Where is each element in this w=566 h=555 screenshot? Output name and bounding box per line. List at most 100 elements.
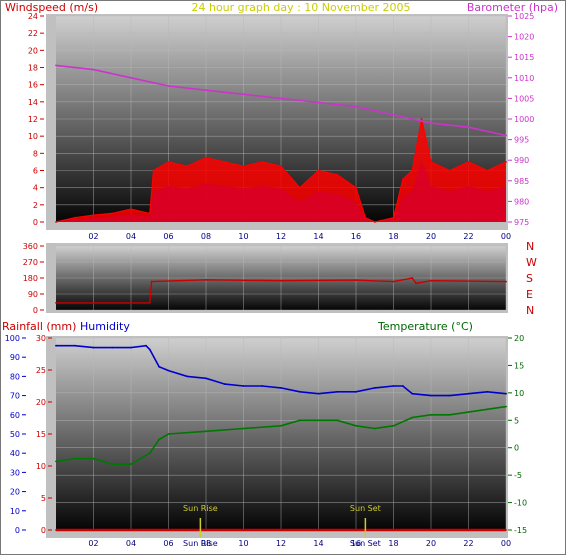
windspeed-series-point <box>148 212 151 215</box>
windspeed-tick-label: 0 <box>33 218 38 227</box>
humidity-series-point <box>158 365 161 368</box>
x-tick-label: 12 <box>276 539 286 548</box>
windspeed-series-point <box>298 186 301 189</box>
windspeed-series-point <box>111 212 114 215</box>
windspeed-series-point <box>467 161 470 163</box>
windspeed-series-point <box>430 161 432 163</box>
humidity-tick-label: 90 <box>10 353 20 362</box>
barometer-tick-label: 975 <box>514 218 529 227</box>
x-tick-label: 20 <box>426 232 436 241</box>
direction-tick-label: 90 <box>28 290 38 299</box>
rainfall-axis-label: Rainfall (mm) <box>2 320 76 333</box>
compass-label: W <box>526 256 537 269</box>
sun-set-label: Sun Set <box>350 504 381 513</box>
wind-direction-series-point <box>55 302 57 304</box>
x-tick-label: 10 <box>238 232 248 241</box>
direction-tick-label: 0 <box>33 306 38 315</box>
barometer-tick-label: 1010 <box>514 74 534 83</box>
rainfall-tick-label: 25 <box>36 366 46 375</box>
compass-label: S <box>526 272 533 285</box>
humidity-tick-label: 60 <box>10 411 20 420</box>
humidity-tick-label: 30 <box>10 468 20 477</box>
barometer-series-point <box>92 68 95 71</box>
humidity-series-point <box>111 346 114 349</box>
x-tick-label: 14 <box>313 232 323 241</box>
temperature-series-point <box>336 419 339 422</box>
windspeed-series-point <box>223 161 226 163</box>
humidity-series-point <box>336 390 339 393</box>
x-tick-label: 04 <box>126 539 136 548</box>
humidity-series-point <box>298 390 301 393</box>
barometer-series-point <box>130 76 132 79</box>
temperature-series-point <box>467 411 470 413</box>
humidity-series-point <box>505 392 507 395</box>
humidity-series-point <box>467 392 470 395</box>
barometer-tick-label: 1005 <box>514 94 534 103</box>
barometer-series-point <box>55 64 57 67</box>
barometer-series-point <box>205 89 207 92</box>
windspeed-series-point <box>242 165 245 168</box>
temperature-series-point <box>158 438 161 441</box>
humidity-series-point <box>167 369 170 372</box>
barometer-series-point <box>280 97 282 100</box>
windspeed-area <box>56 119 506 222</box>
rainfall-series-point <box>55 529 57 531</box>
windspeed-series-point <box>55 221 57 223</box>
temperature-series-point <box>92 457 95 460</box>
temperature-series-point <box>486 408 489 411</box>
wind-barometer-panel: 0246810121416182022249759809859909951000… <box>28 12 535 241</box>
x-tick-label: 16 <box>351 232 361 241</box>
chart-title: 24 hour graph day : 10 November 2005 <box>191 1 410 14</box>
barometer-series-point <box>242 93 245 96</box>
windspeed-series-point <box>186 165 189 168</box>
humidity-tick-label: 70 <box>10 392 20 401</box>
temperature-series-point <box>280 424 282 427</box>
windspeed-axis-label: Windspeed (m/s) <box>5 1 98 14</box>
x-tick-label: 16 <box>351 539 361 548</box>
wind-direction-series-point <box>148 302 151 304</box>
windspeed-tick-label: 4 <box>33 184 38 193</box>
humidity-series-point <box>186 375 189 378</box>
temperature-tick-label: 20 <box>514 334 524 343</box>
temperature-series-point <box>73 457 76 460</box>
windspeed-tick-label: 22 <box>28 29 38 38</box>
humidity-series-point <box>430 394 432 397</box>
temperature-tick-label: -5 <box>514 471 522 480</box>
windspeed-series-point <box>420 118 423 120</box>
temperature-tick-label: 10 <box>514 389 524 398</box>
humidity-series-point <box>402 385 404 387</box>
windspeed-series-point <box>317 169 320 172</box>
temperature-series-point <box>411 416 414 419</box>
x-tick-label: 08 <box>201 539 211 548</box>
x-tick-label: 02 <box>88 232 98 241</box>
humidity-series-point <box>73 344 76 347</box>
barometer-tick-label: 995 <box>514 136 529 145</box>
barometer-tick-label: 980 <box>514 197 529 206</box>
windspeed-series-point <box>130 208 132 211</box>
windspeed-tick-label: 6 <box>33 167 38 176</box>
windspeed-series-point <box>355 186 357 189</box>
temperature-tick-label: 15 <box>514 361 524 370</box>
humidity-series-point <box>317 392 320 395</box>
barometer-tick-label: 1015 <box>514 53 534 62</box>
windspeed-tick-label: 10 <box>28 132 38 141</box>
temperature-series-point <box>355 424 357 427</box>
wind-direction-series-point <box>411 277 414 279</box>
barometer-series-point <box>505 134 507 137</box>
humidity-series-point <box>205 377 207 380</box>
temperature-tick-label: 0 <box>514 444 519 453</box>
humidity-series-point <box>148 348 151 351</box>
compass-label: N <box>526 304 534 317</box>
barometer-series-point <box>430 122 432 124</box>
sun-set-axis-label: Sun Set <box>350 539 381 548</box>
humidity-series-point <box>355 390 357 393</box>
temperature-series-point <box>205 430 207 433</box>
rainfall-series-point <box>505 529 507 531</box>
direction-tick-label: 360 <box>23 242 38 251</box>
direction-tick-label: 180 <box>23 274 38 283</box>
windspeed-tick-label: 2 <box>33 201 38 210</box>
windspeed-series-point <box>364 216 367 219</box>
wind-direction-series-point <box>392 280 395 283</box>
